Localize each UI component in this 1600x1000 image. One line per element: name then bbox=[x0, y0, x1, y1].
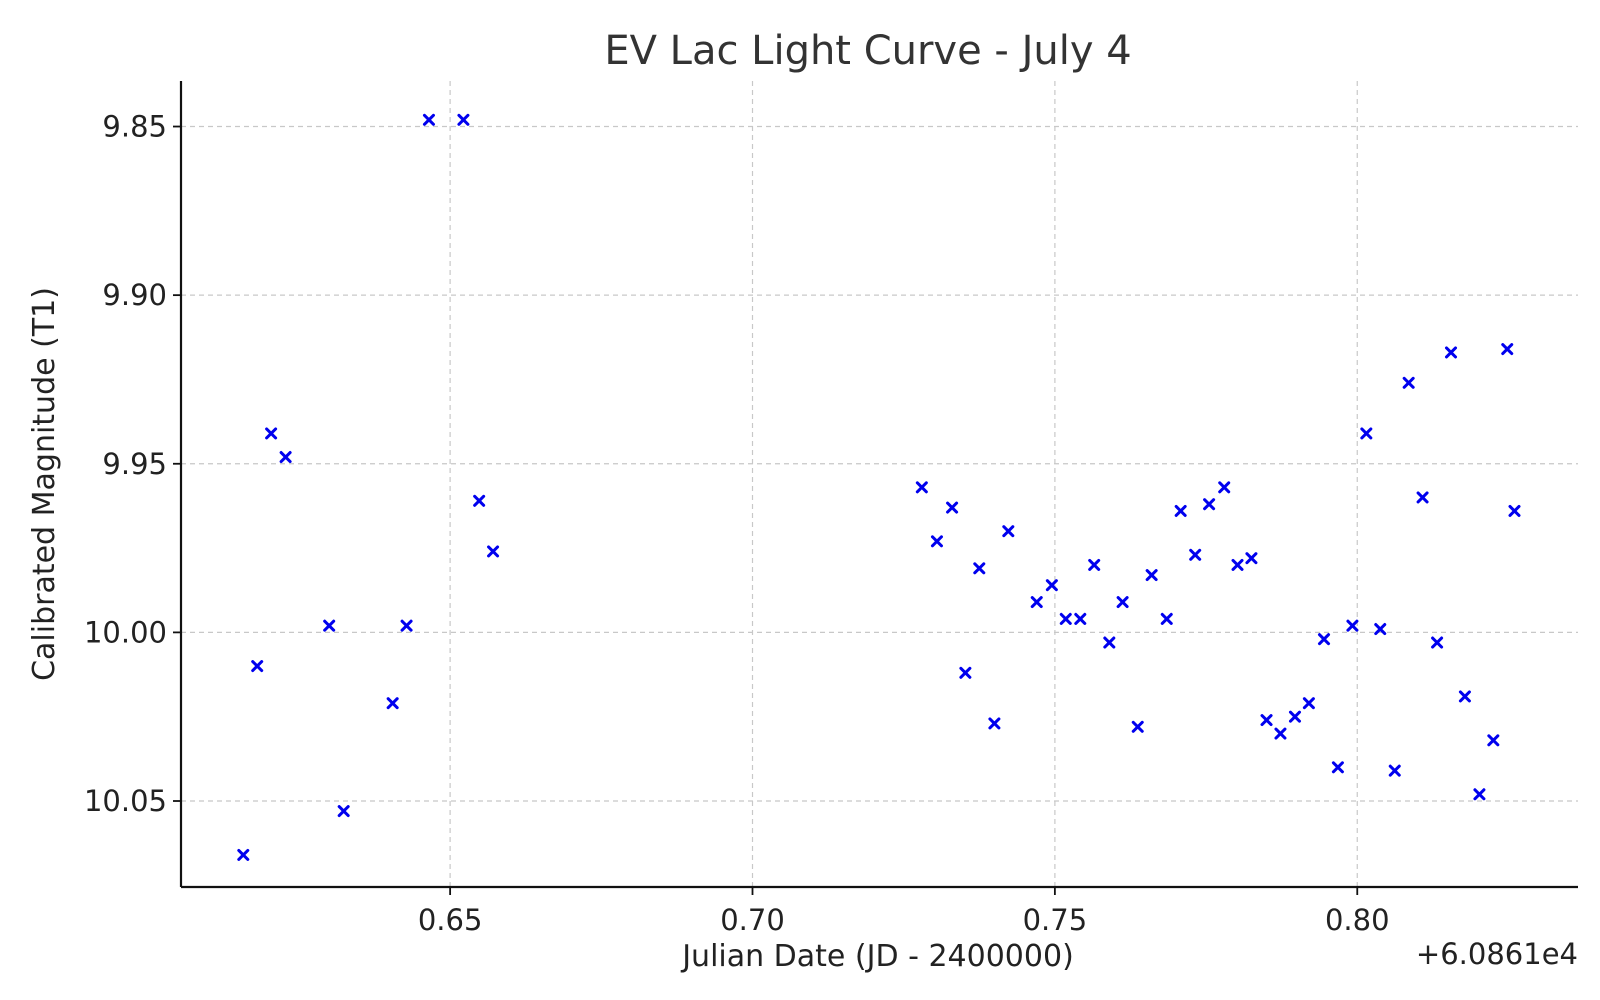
data-point bbox=[1174, 504, 1187, 517]
x-axis-ticks: 0.65 0.70 0.75 0.80 bbox=[418, 887, 1390, 937]
data-point bbox=[915, 481, 928, 494]
grid-lines bbox=[181, 81, 1578, 887]
y-axis-ticks: 9.85 9.90 9.95 10.00 10.05 bbox=[84, 110, 181, 818]
data-points bbox=[237, 113, 1521, 861]
data-point bbox=[422, 113, 435, 126]
data-point bbox=[1402, 376, 1415, 389]
data-point bbox=[1388, 764, 1401, 777]
data-point bbox=[1274, 727, 1287, 740]
data-point bbox=[279, 451, 292, 464]
data-point bbox=[400, 619, 413, 632]
data-point bbox=[930, 535, 943, 548]
data-point bbox=[323, 619, 336, 632]
data-point bbox=[1487, 734, 1500, 747]
data-point bbox=[1245, 552, 1258, 565]
data-point bbox=[959, 666, 972, 679]
data-point bbox=[473, 494, 486, 507]
x-tick-label: 0.80 bbox=[1325, 903, 1390, 937]
data-point bbox=[1431, 636, 1444, 649]
data-point bbox=[1189, 548, 1202, 561]
data-point bbox=[1218, 481, 1231, 494]
data-point bbox=[265, 427, 278, 440]
data-point bbox=[487, 545, 500, 558]
data-point bbox=[1116, 596, 1129, 609]
data-point bbox=[988, 717, 1001, 730]
y-tick-label: 9.90 bbox=[102, 278, 167, 312]
chart-title: EV Lac Light Curve - July 4 bbox=[604, 28, 1131, 74]
data-point bbox=[1501, 343, 1514, 356]
y-tick-label: 10.00 bbox=[84, 615, 167, 649]
y-axis-label: Calibrated Magnitude (T1) bbox=[27, 287, 62, 681]
x-tick-label: 0.75 bbox=[1023, 903, 1088, 937]
data-point bbox=[237, 848, 250, 861]
data-point bbox=[337, 805, 350, 818]
data-point bbox=[1473, 788, 1486, 801]
data-point bbox=[1030, 596, 1043, 609]
data-point bbox=[1445, 346, 1457, 359]
data-point bbox=[1059, 612, 1072, 625]
data-point bbox=[1458, 690, 1471, 703]
x-axis-label: Julian Date (JD - 2400000) bbox=[680, 939, 1074, 974]
data-point bbox=[457, 113, 470, 126]
data-point bbox=[1131, 720, 1144, 733]
data-point bbox=[1288, 710, 1301, 723]
x-tick-label: 0.70 bbox=[720, 903, 785, 937]
data-point bbox=[1088, 558, 1101, 571]
y-tick-label: 10.05 bbox=[84, 784, 167, 818]
data-point bbox=[1045, 579, 1058, 592]
x-tick-label: 0.65 bbox=[418, 903, 483, 937]
data-point bbox=[1508, 504, 1521, 517]
data-point bbox=[1203, 498, 1216, 511]
data-point bbox=[1260, 714, 1273, 727]
data-point bbox=[1231, 558, 1244, 571]
data-point bbox=[1416, 491, 1429, 504]
x-axis-offset-label: +6.0861e4 bbox=[1416, 937, 1578, 971]
data-point bbox=[1103, 636, 1116, 649]
y-tick-label: 9.95 bbox=[102, 447, 167, 481]
data-point bbox=[1002, 525, 1015, 538]
data-point bbox=[946, 501, 959, 514]
data-point bbox=[973, 562, 986, 575]
data-point bbox=[1302, 697, 1315, 710]
data-point bbox=[1374, 623, 1387, 636]
data-point bbox=[1074, 612, 1087, 625]
data-point bbox=[1360, 427, 1373, 440]
data-point bbox=[386, 697, 399, 710]
data-point bbox=[1346, 619, 1359, 632]
data-point bbox=[1331, 761, 1344, 774]
y-tick-label: 9.85 bbox=[102, 110, 167, 144]
data-point bbox=[1160, 612, 1173, 625]
data-point bbox=[1318, 633, 1330, 646]
data-point bbox=[251, 660, 264, 673]
data-point bbox=[1145, 569, 1158, 582]
